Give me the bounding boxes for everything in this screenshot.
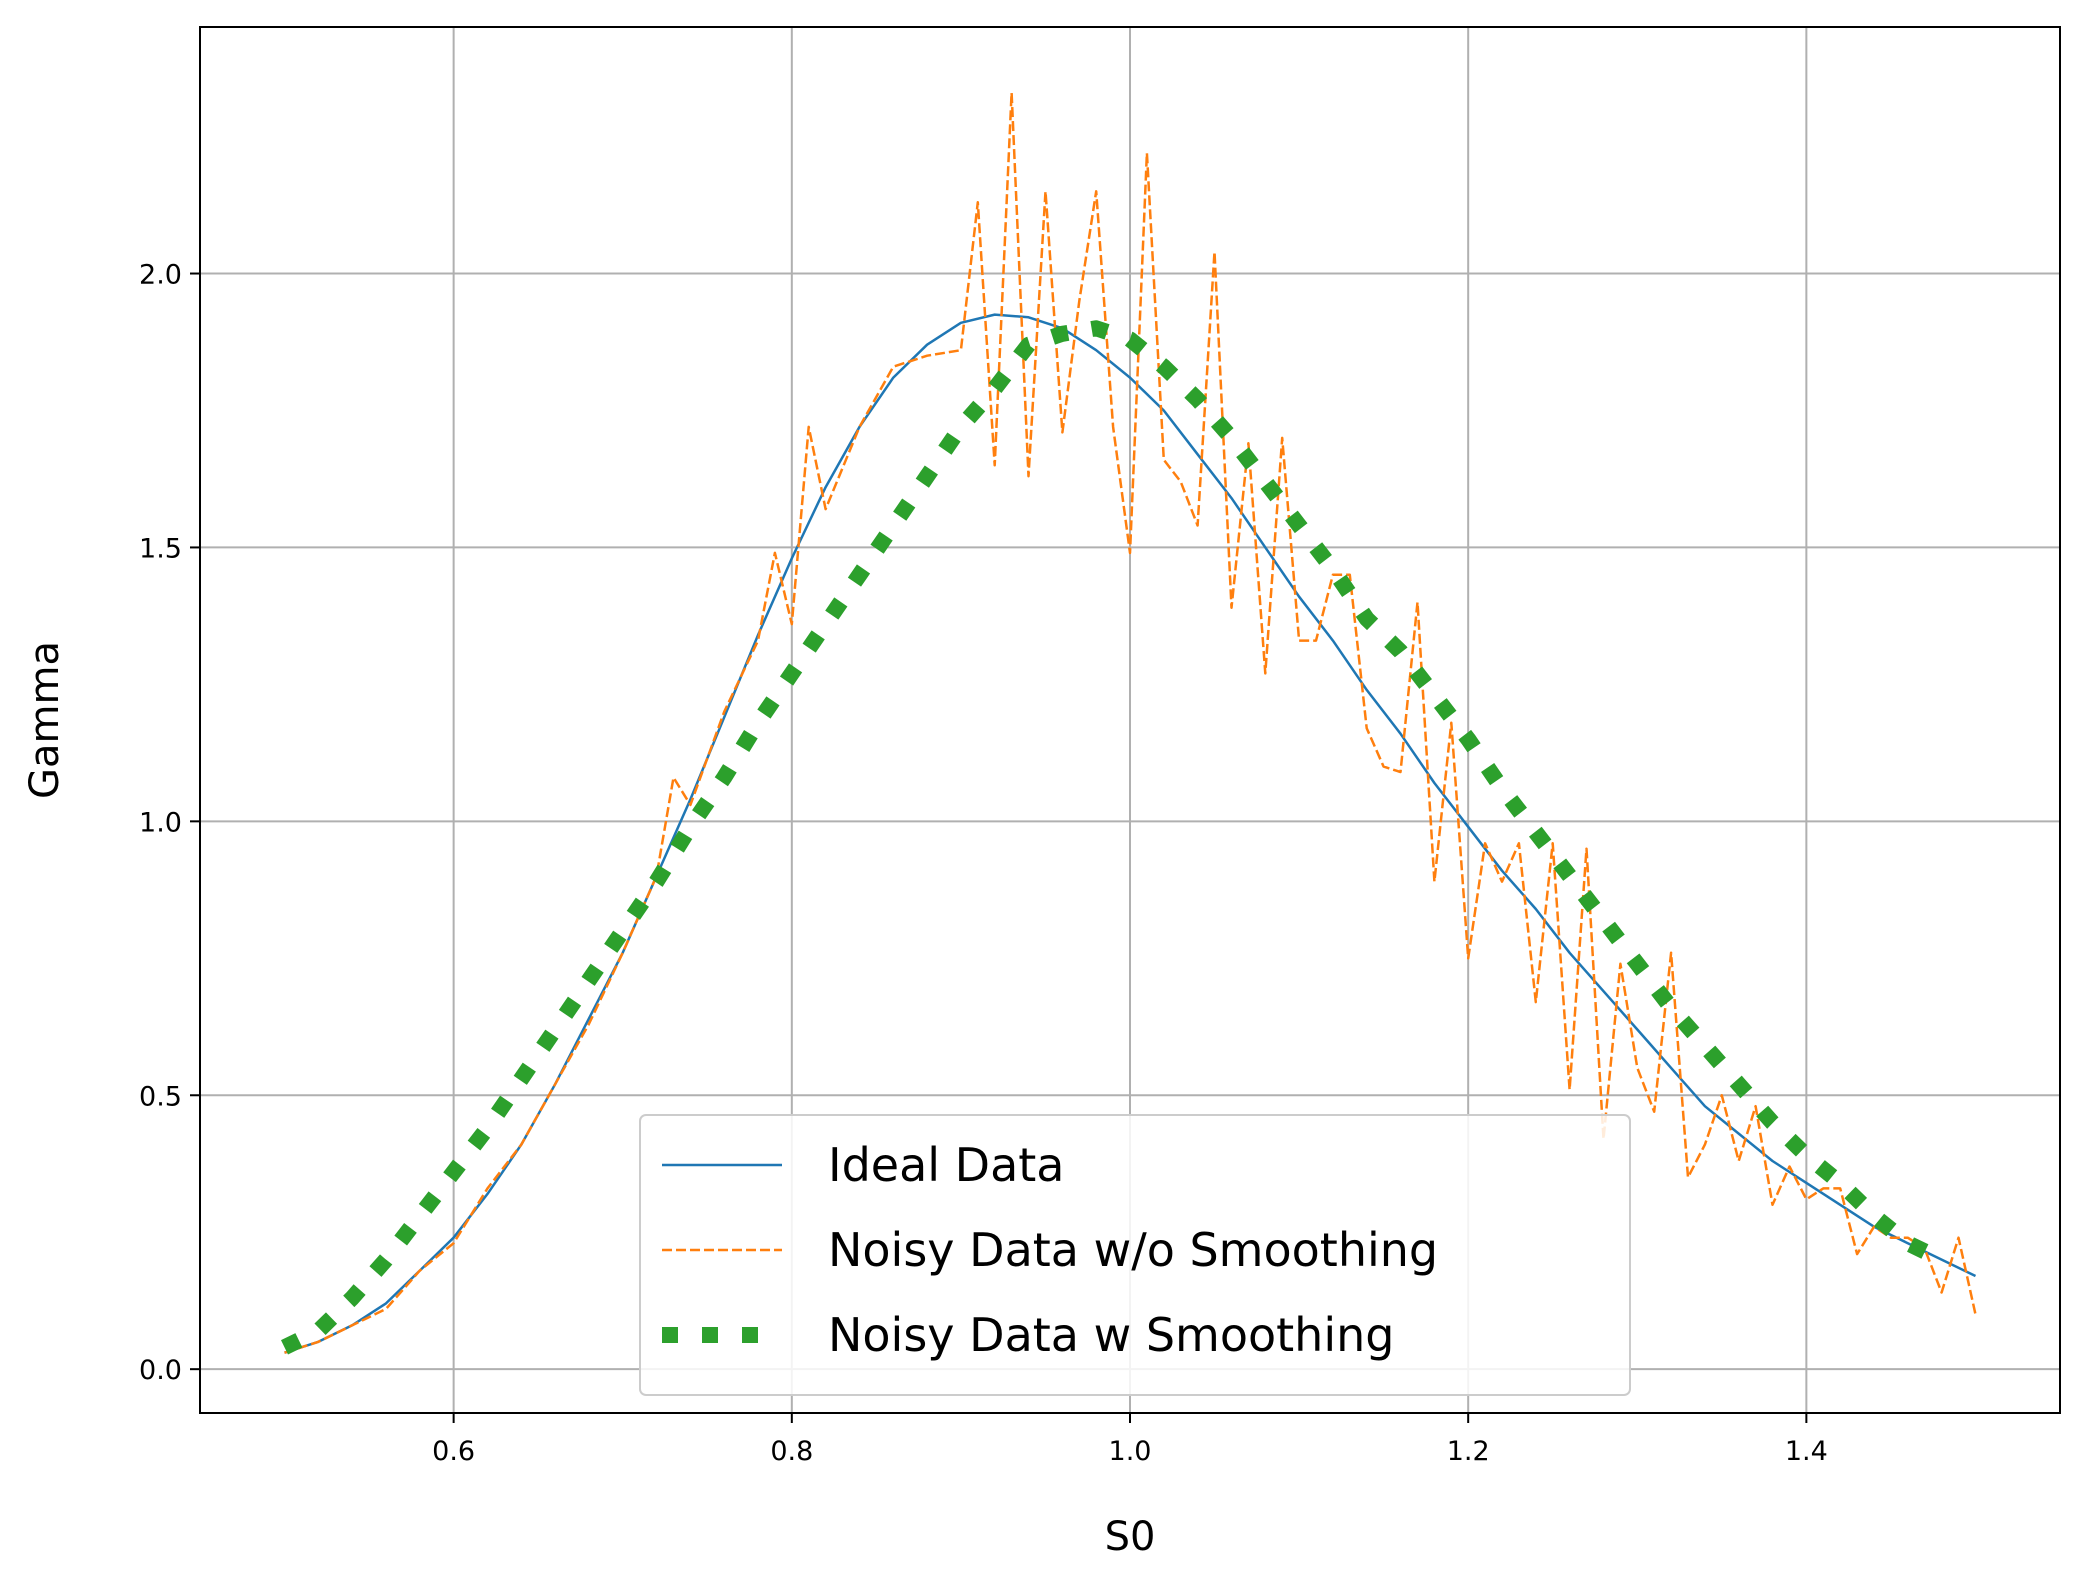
series-line-noisy-data-w-smoothing (280, 320, 1946, 1355)
legend-label: Ideal Data (828, 1138, 1065, 1192)
axis-ticks: 0.6 0.8 1.0 1.2 1.4 0.0 0.5 1.0 1.5 2.0 (139, 260, 1828, 1467)
y-tick-label: 2.0 (139, 260, 182, 291)
legend-label: Noisy Data w Smoothing (828, 1308, 1394, 1362)
x-tick-label: 1.2 (1447, 1436, 1490, 1467)
y-tick-label: 0.5 (139, 1081, 182, 1112)
legend-box (639, 1114, 1631, 1396)
x-tick-label: 1.0 (1109, 1436, 1152, 1467)
x-tick-label: 0.8 (770, 1436, 813, 1467)
series-lines (280, 91, 1977, 1355)
x-tick-label: 0.6 (432, 1436, 475, 1467)
y-tick-label: 0.0 (139, 1355, 182, 1386)
y-axis-label: Gamma (22, 641, 68, 799)
series-line-noisy-data-w-o-smoothing (284, 91, 1977, 1354)
legend-label: Noisy Data w/o Smoothing (828, 1223, 1438, 1277)
y-tick-label: 1.0 (139, 807, 182, 838)
y-tick-label: 1.5 (139, 533, 182, 564)
legend: Ideal Data Noisy Data w/o Smoothing Noisy … (639, 1114, 1631, 1396)
x-tick-label: 1.4 (1785, 1436, 1828, 1467)
x-axis-label: S0 (1105, 1514, 1156, 1560)
series-line-ideal-data (284, 313, 1977, 1354)
